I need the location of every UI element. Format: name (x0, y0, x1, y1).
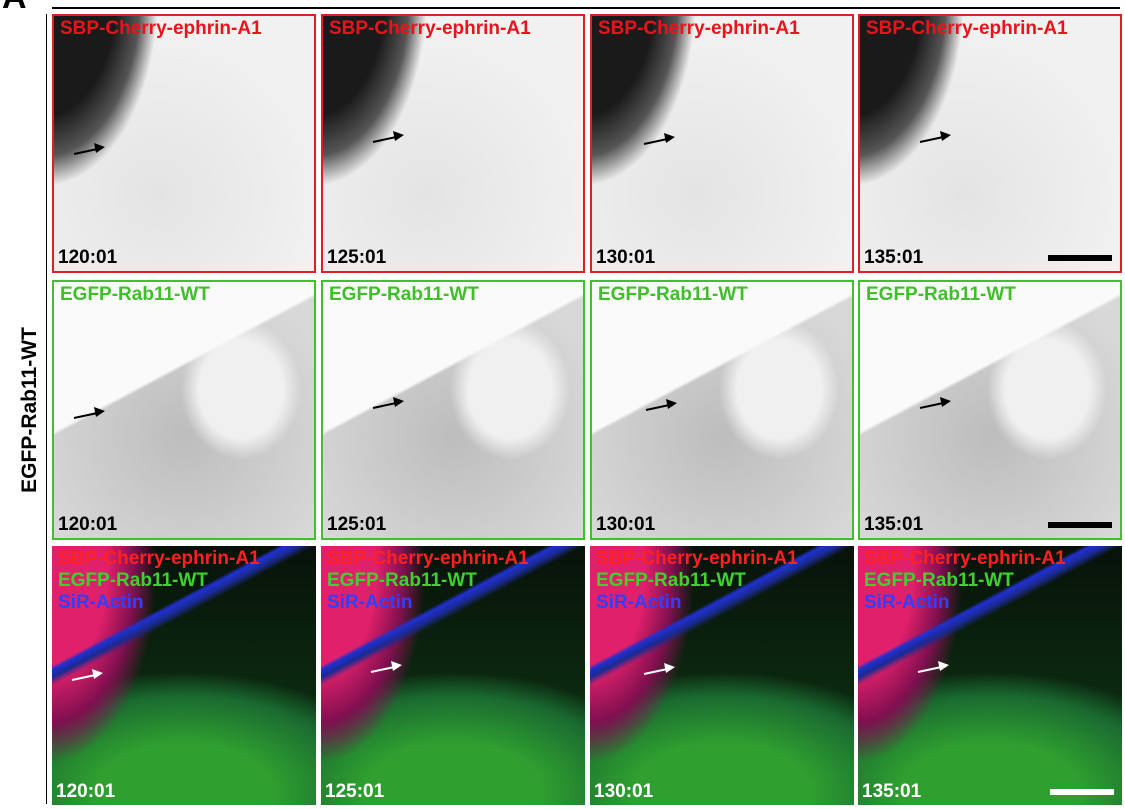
arrow (860, 16, 1122, 273)
arrow-head (940, 131, 951, 141)
scale-bar (1050, 789, 1114, 795)
row-label: EGFP-Rab11-WT (18, 327, 42, 493)
figure: A EGFP-Rab11-WT SBP-Cherry-ephrin-A1120:… (0, 0, 1125, 809)
arrow (323, 16, 585, 273)
arrow (54, 16, 316, 273)
arrow-head (938, 661, 949, 671)
arrow (321, 546, 585, 805)
arrow-head (393, 131, 404, 141)
scale-bar (1048, 522, 1112, 528)
panel-letter: A (2, 0, 27, 17)
arrow-head (664, 133, 675, 143)
row-bracket (46, 14, 47, 804)
arrow-head (94, 143, 105, 153)
arrow (52, 546, 316, 805)
scale-bar (1048, 255, 1112, 261)
arrow-head (391, 661, 402, 671)
arrow (592, 16, 854, 273)
arrow-head (92, 669, 103, 679)
arrow (54, 282, 316, 540)
arrow (590, 546, 854, 805)
arrow (860, 282, 1122, 540)
arrow-head (664, 663, 675, 673)
arrow-head (666, 399, 677, 409)
arrow (323, 282, 585, 540)
top-rule (52, 7, 1120, 9)
arrow-head (393, 397, 404, 407)
arrow (592, 282, 854, 540)
arrow-head (94, 407, 105, 417)
arrow (858, 546, 1122, 805)
arrow-head (940, 397, 951, 407)
